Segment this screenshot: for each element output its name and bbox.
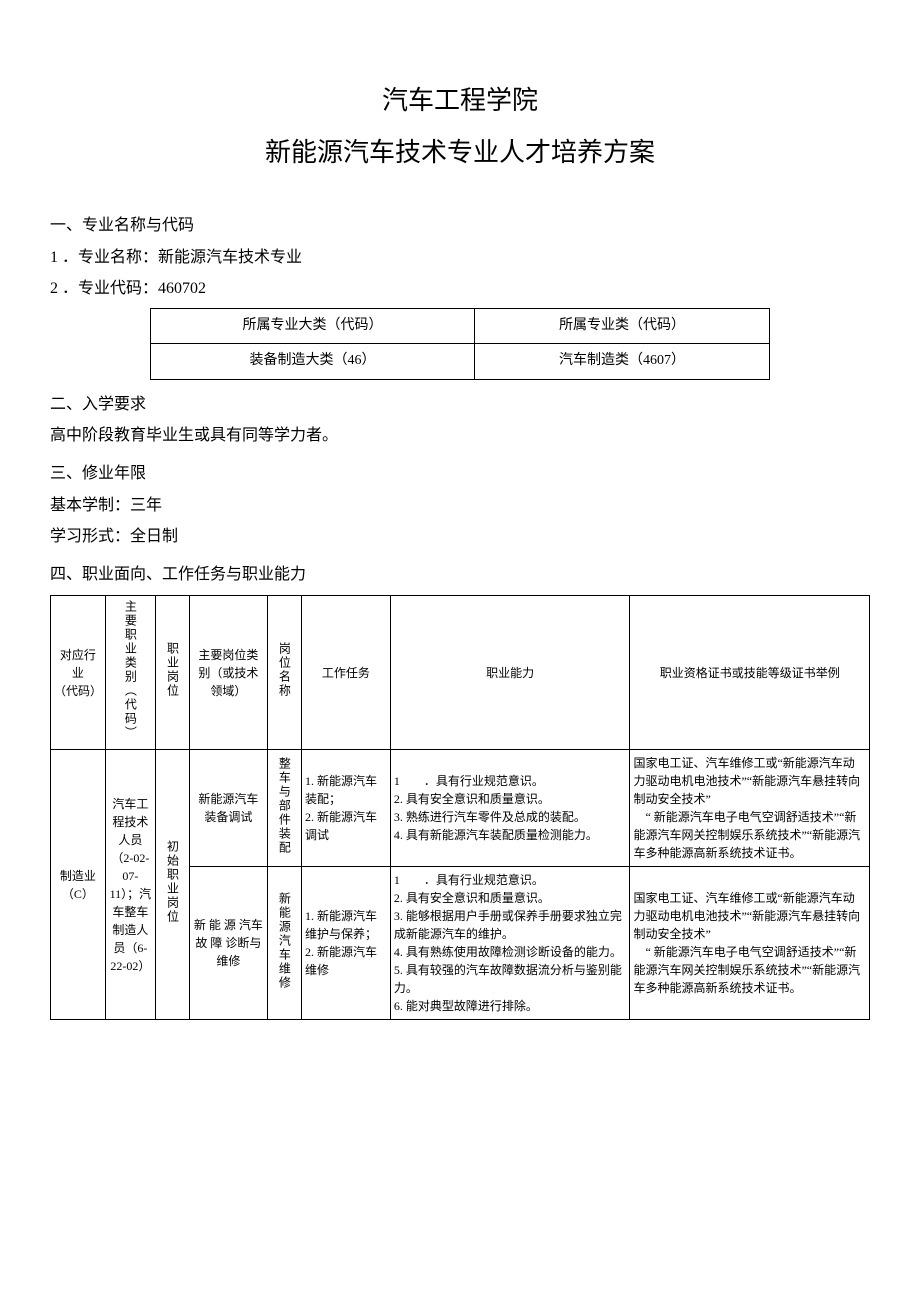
cell-industry: 制造业（C） [51,750,106,1020]
spec-header-1: 所属专业大类（代码） [151,308,475,343]
cell-ability-0: 1 ．具有行业规范意识。 2. 具有安全意识和质量意识。 3. 熟练进行汽车零件… [390,750,630,867]
cell-post-name-1: 新能源汽车维修 [267,867,301,1020]
table-row: 装备制造大类（46） 汽车制造类（4607） [151,344,770,379]
col-main-post: 主要岗位类别（或技术领域） [190,596,268,750]
table-row: 制造业（C） 汽车工程技术人员（2-02-07-11）；汽车整车制造人员（6-2… [51,750,870,867]
cell-main-post-1: 新 能 源 汽车 故 障 诊断与维修 [190,867,268,1020]
table-row: 对应行业 （代码） 主要职业类别（代码） 职业岗位 主要岗位类别（或技术领域） … [51,596,870,750]
col-occupation: 主要职业类别（代码） [105,596,155,750]
cell-cert-1: 国家电工证、汽车维修工或“新能源汽车动力驱动电机电池技术”“新能源汽车悬挂转向制… [630,867,870,1020]
section1-line2: 2 ．专业代码：460702 [50,276,870,302]
col-tasks: 工作任务 [301,596,390,750]
cell-main-post-0: 新能源汽车装备调试 [190,750,268,867]
section2-line1: 高中阶段教育毕业生或具有同等学力者。 [50,423,870,449]
table-row: 所属专业大类（代码） 所属专业类（代码） [151,308,770,343]
cell-post-level: 初始职业岗位 [155,750,189,1020]
col-cert: 职业资格证书或技能等级证书举例 [630,596,870,750]
section3-line2: 学习形式：全日制 [50,524,870,550]
section4-heading: 四、职业面向、工作任务与职业能力 [50,562,870,588]
cell-cert-0: 国家电工证、汽车维修工或“新能源汽车动力驱动电机电池技术”“新能源汽车悬挂转向制… [630,750,870,867]
spec-cell-2: 汽车制造类（4607） [474,344,769,379]
cell-ability-1: 1 ．具有行业规范意识。 2. 具有安全意识和质量意识。 3. 能够根据用户手册… [390,867,630,1020]
cell-post-name-0: 整车与部件装配 [267,750,301,867]
spec-table: 所属专业大类（代码） 所属专业类（代码） 装备制造大类（46） 汽车制造类（46… [150,308,770,380]
section1-heading: 一、专业名称与代码 [50,213,870,239]
doc-title-1: 汽车工程学院 [50,80,870,122]
col-industry: 对应行业 （代码） [51,596,106,750]
col-post-name: 岗位名称 [267,596,301,750]
main-table: 对应行业 （代码） 主要职业类别（代码） 职业岗位 主要岗位类别（或技术领域） … [50,595,870,1020]
spec-header-2: 所属专业类（代码） [474,308,769,343]
section3-line1: 基本学制：三年 [50,493,870,519]
cell-tasks-0: 1. 新能源汽车装配； 2. 新能源汽车调试 [301,750,390,867]
col-post-level: 职业岗位 [155,596,189,750]
section3-heading: 三、修业年限 [50,461,870,487]
doc-title-2: 新能源汽车技术专业人才培养方案 [50,132,870,174]
cell-tasks-1: 1. 新能源汽车维护与保养； 2. 新能源汽车维修 [301,867,390,1020]
cell-occupation: 汽车工程技术人员（2-02-07-11）；汽车整车制造人员（6-22-02） [105,750,155,1020]
section2-heading: 二、入学要求 [50,392,870,418]
col-ability: 职业能力 [390,596,630,750]
section1-line1: 1 ．专业名称：新能源汽车技术专业 [50,245,870,271]
spec-cell-1: 装备制造大类（46） [151,344,475,379]
